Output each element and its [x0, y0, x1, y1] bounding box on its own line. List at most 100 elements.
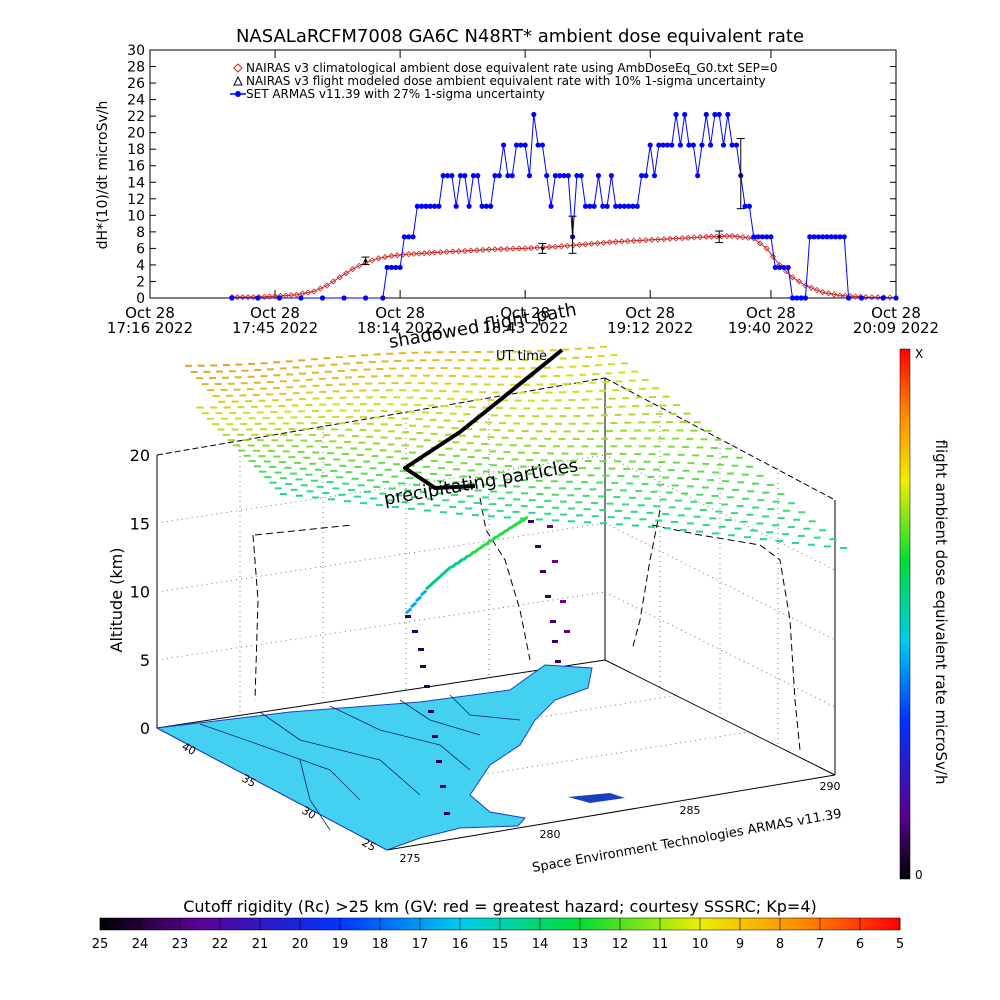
- particle-marker: [554, 399, 562, 402]
- particle-marker: [624, 421, 632, 424]
- nairas-point: [825, 290, 832, 297]
- particle-marker: [747, 490, 755, 493]
- particle-marker: [436, 374, 444, 377]
- particle-marker: [312, 371, 319, 374]
- particle-marker: [573, 414, 581, 417]
- nairas-point: [648, 236, 655, 243]
- particle-marker: [641, 378, 649, 381]
- particle-marker: [366, 435, 374, 438]
- particle-marker: [185, 364, 193, 367]
- longitude-tick-label: 285: [680, 804, 701, 817]
- particle-marker: [305, 378, 313, 381]
- particle-marker: [452, 454, 460, 457]
- particle-marker: [570, 459, 578, 462]
- particle-marker: [433, 397, 441, 400]
- particle-marker: [643, 437, 651, 440]
- particle-marker: [378, 382, 386, 385]
- rigidity-tick-label: 15: [492, 937, 509, 952]
- border-line: [299, 759, 331, 831]
- particle-marker: [659, 404, 667, 407]
- particle-marker: [574, 487, 582, 490]
- particle-marker: [813, 536, 821, 539]
- particle-marker: [417, 502, 425, 505]
- nairas-point: [831, 291, 838, 298]
- armas-point: [647, 142, 653, 148]
- particle-marker: [600, 345, 607, 348]
- particle-marker: [299, 372, 307, 375]
- errorbar-center: [540, 246, 544, 250]
- particle-marker: [243, 454, 251, 457]
- particle-marker: [639, 445, 647, 448]
- nairas-point: [763, 245, 770, 252]
- particle-marker: [526, 422, 534, 425]
- particle-marker: [662, 429, 670, 432]
- particle-marker: [240, 422, 248, 425]
- particle-marker: [338, 422, 346, 425]
- particle-marker: [676, 429, 684, 432]
- projection-line: [759, 544, 801, 751]
- particle-marker: [562, 382, 570, 385]
- particle-marker: [564, 407, 572, 410]
- dose-colorbar: X 0 flight ambient dose equivalent rate …: [899, 347, 950, 882]
- particle-marker: [360, 502, 367, 505]
- particle-marker: [336, 476, 344, 479]
- particle-marker: [258, 455, 266, 458]
- nairas-point: [618, 238, 625, 245]
- particle-marker: [210, 364, 218, 367]
- nairas-point: [576, 241, 583, 248]
- particle-marker: [356, 361, 364, 364]
- particle-marker: [234, 376, 242, 379]
- particle-marker: [247, 444, 255, 447]
- particle-marker: [629, 437, 637, 440]
- particle-marker: [631, 370, 639, 373]
- particle-marker: [535, 479, 543, 482]
- particle-marker: [540, 422, 548, 425]
- particle-marker: [499, 350, 507, 353]
- particle-marker: [515, 437, 523, 440]
- particle-marker: [549, 466, 557, 469]
- armas-point: [557, 173, 563, 179]
- particle-marker: [496, 457, 504, 460]
- particle-marker: [709, 517, 717, 520]
- time-series-y-label: dH*(10)/dt microSv/h: [95, 101, 111, 250]
- armas-point: [582, 203, 589, 209]
- particle-marker: [662, 513, 670, 516]
- nairas-point: [449, 248, 456, 255]
- y-tick-label: 14: [127, 175, 145, 191]
- flight-descent-point: [436, 760, 442, 763]
- particle-marker: [600, 414, 608, 417]
- armas-point: [764, 234, 770, 240]
- particle-marker: [302, 428, 310, 431]
- particle-marker: [385, 389, 393, 392]
- particle-marker: [766, 531, 774, 534]
- particle-marker: [269, 466, 277, 469]
- armas-point: [716, 111, 722, 118]
- z-axis-ticks: 0 5 10 15 20: [130, 446, 150, 738]
- particle-marker: [622, 397, 630, 400]
- rigidity-tick-label: 7: [816, 937, 824, 952]
- particle-marker: [311, 479, 319, 482]
- particle-marker: [659, 498, 667, 501]
- armas-point: [794, 295, 800, 301]
- x-tick-label-date: Oct 28: [375, 304, 425, 322]
- particle-marker: [597, 355, 605, 358]
- nairas-point: [636, 237, 643, 244]
- particle-marker: [449, 506, 457, 509]
- particle-marker: [824, 545, 831, 548]
- armas-point: [535, 142, 541, 148]
- particle-marker: [663, 453, 671, 456]
- particle-marker: [360, 472, 368, 475]
- armas-point: [539, 142, 546, 148]
- nairas-point: [437, 249, 444, 256]
- particle-marker: [736, 504, 744, 507]
- particle-marker: [359, 429, 367, 432]
- particle-marker: [528, 499, 536, 502]
- armas-point: [613, 203, 619, 209]
- particle-marker: [201, 412, 209, 415]
- x-tick-label-date: Oct 28: [625, 304, 675, 322]
- state-borders: [199, 694, 521, 831]
- flight-descent-point: [540, 570, 546, 573]
- particle-marker: [373, 429, 381, 432]
- particle-marker: [460, 462, 468, 465]
